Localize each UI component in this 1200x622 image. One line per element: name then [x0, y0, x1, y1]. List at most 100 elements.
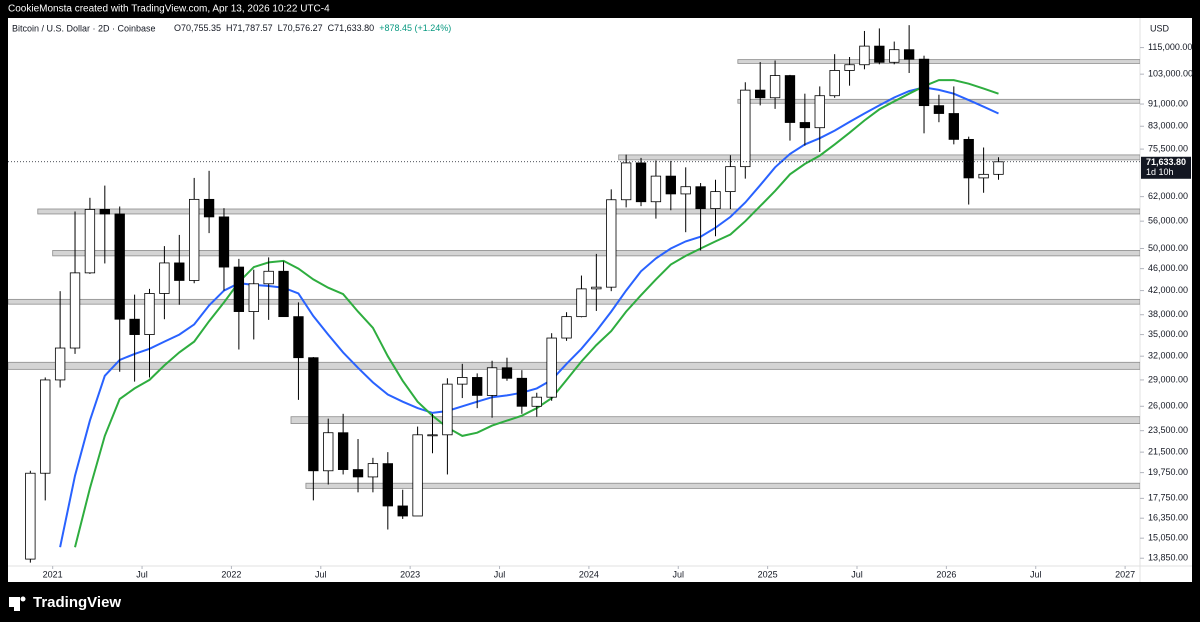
candle-body	[486, 367, 498, 396]
x-tick-label: 2027	[1115, 569, 1135, 579]
x-tick-label: Jul	[673, 569, 685, 579]
candle-body	[397, 505, 408, 517]
candle-body	[665, 175, 676, 195]
candle-body	[903, 49, 915, 60]
candle-body	[129, 318, 140, 335]
y-tick-label: 75,500.00	[1148, 143, 1188, 153]
brand: TradingView	[33, 594, 121, 611]
candle-body	[69, 272, 81, 349]
candle-body	[933, 105, 945, 114]
candle-body	[650, 175, 662, 203]
y-tick-label: 21,500.00	[1148, 447, 1188, 457]
candle-body	[427, 434, 438, 437]
y-tick-label: 56,000.00	[1148, 216, 1188, 226]
candle-body	[159, 262, 170, 294]
x-tick-label: 2026	[936, 569, 956, 579]
candle-body	[323, 432, 334, 472]
candle-body	[784, 75, 796, 123]
candle-body	[591, 286, 602, 290]
candle-body	[174, 262, 185, 281]
y-tick-label: 62,000.00	[1148, 191, 1188, 201]
candle-body	[874, 45, 885, 63]
support-band	[618, 154, 1140, 161]
y-tick-label: 83,000.00	[1148, 121, 1188, 131]
candle-body	[84, 209, 96, 274]
candle-body	[144, 293, 155, 335]
ohlc-value: O70,755.35	[174, 23, 221, 33]
candle-body	[799, 122, 811, 129]
candle-body	[99, 209, 110, 215]
candle-body	[248, 283, 259, 312]
candle-body	[859, 45, 870, 66]
candle-body	[457, 377, 468, 385]
candle-body	[412, 434, 423, 517]
y-tick-label: 19,750.00	[1148, 467, 1188, 477]
y-tick-label: 26,000.00	[1148, 401, 1188, 411]
x-tick-label: 2022	[221, 569, 241, 579]
x-tick-label: 2021	[43, 569, 63, 579]
candle-body	[755, 89, 766, 99]
support-band	[37, 208, 1140, 215]
symbol: Bitcoin / U.S. Dollar · 2D · Coinbase	[12, 23, 156, 33]
candle-body	[442, 383, 453, 436]
ohlc-value: C71,633.80	[328, 23, 375, 33]
y-tick-label: 32,000.00	[1148, 351, 1188, 361]
candle-body	[829, 70, 840, 97]
x-tick-label: 2024	[579, 569, 599, 579]
candle-body	[293, 316, 304, 359]
y-tick-label: 35,000.00	[1148, 329, 1188, 339]
candle-body	[263, 270, 274, 285]
candle-body	[978, 173, 989, 179]
y-tick-label: 29,000.00	[1148, 374, 1188, 384]
candle-body	[203, 198, 215, 218]
candle-body	[889, 49, 900, 63]
support-band	[305, 482, 1140, 489]
candle-body	[725, 166, 736, 193]
candle-body	[501, 367, 513, 379]
candle-body	[546, 337, 557, 398]
ohlc-value: +878.45 (+1.24%)	[379, 23, 451, 33]
candle-body	[695, 186, 706, 209]
candle-body	[680, 186, 691, 195]
candle-body	[367, 463, 379, 478]
support-band	[290, 416, 1140, 424]
candle-body	[531, 396, 542, 407]
candle-body	[814, 95, 825, 129]
ohlc-legend: O70,755.35 H71,787.57 L70,576.27 C71,633.80…	[174, 23, 451, 33]
ohlc-value: H71,787.57	[226, 23, 273, 33]
candle-body	[635, 162, 647, 203]
candle-body	[218, 216, 230, 268]
ohlc-value: L70,576.27	[278, 23, 323, 33]
candle-body	[620, 162, 632, 201]
y-tick-label: 16,350.00	[1148, 513, 1188, 523]
candle-body	[710, 191, 721, 209]
candle-body	[382, 463, 393, 507]
brand-logo	[9, 596, 26, 611]
candle-body	[740, 89, 751, 168]
x-tick-label: Jul	[136, 569, 148, 579]
y-tick-label: 38,000.00	[1148, 309, 1188, 319]
candle-body	[337, 432, 349, 470]
y-tick-label: 50,000.00	[1148, 243, 1188, 253]
candle-body	[769, 75, 781, 99]
candle-body	[308, 357, 319, 472]
candle-body	[25, 472, 36, 560]
y-tick-label: 115,000.00	[1148, 42, 1192, 52]
candle-body	[189, 198, 200, 281]
candle-body	[844, 64, 855, 71]
x-tick-label: 2025	[758, 569, 778, 579]
y-tick-label: 17,750.00	[1148, 493, 1188, 503]
x-tick-label: Jul	[494, 569, 506, 579]
x-tick-label: Jul	[851, 569, 863, 579]
candle-body	[576, 288, 587, 318]
last-price-label: 71,633.80	[1146, 157, 1186, 167]
credit: CookieMonsta created with TradingView.co…	[8, 4, 330, 15]
y-tick-label: 13,850.00	[1148, 553, 1188, 563]
moving-average	[59, 86, 999, 548]
candle-body	[561, 316, 572, 339]
last-price-badge	[1141, 156, 1191, 179]
y-tick-label: 91,000.00	[1148, 98, 1188, 108]
candle-body	[352, 469, 364, 478]
